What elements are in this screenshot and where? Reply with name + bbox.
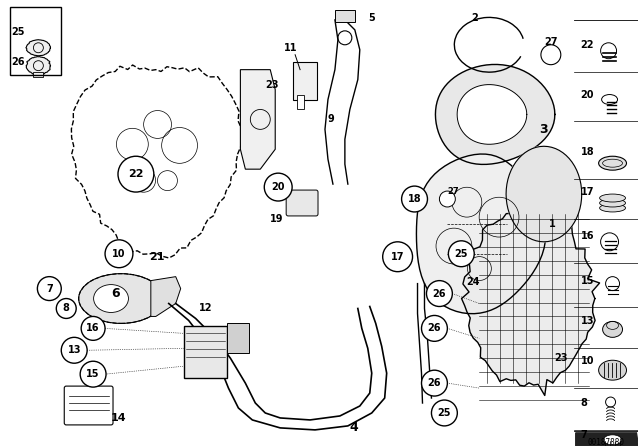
Circle shape [422, 315, 447, 341]
FancyBboxPatch shape [64, 386, 113, 425]
Ellipse shape [79, 274, 163, 323]
Text: 25: 25 [454, 249, 468, 259]
Text: 7: 7 [580, 430, 588, 440]
Text: 18: 18 [408, 194, 421, 204]
Circle shape [80, 361, 106, 387]
Text: 4: 4 [350, 422, 358, 435]
Bar [227, 323, 250, 353]
Text: 11: 11 [284, 43, 298, 53]
Text: 15: 15 [86, 369, 100, 379]
Ellipse shape [600, 194, 625, 202]
Text: 3: 3 [539, 123, 548, 136]
Bar [184, 327, 227, 378]
Polygon shape [26, 40, 51, 56]
Text: 15: 15 [580, 276, 594, 286]
Polygon shape [506, 146, 582, 242]
Bar [10, 7, 61, 75]
Ellipse shape [604, 435, 621, 445]
Text: 17: 17 [580, 187, 594, 197]
Polygon shape [72, 65, 243, 258]
Polygon shape [241, 69, 275, 169]
Text: 23: 23 [554, 353, 567, 363]
Circle shape [426, 280, 452, 306]
Circle shape [422, 370, 447, 396]
Text: 22: 22 [128, 169, 143, 179]
Text: 26: 26 [433, 289, 446, 298]
Ellipse shape [603, 321, 623, 337]
Ellipse shape [598, 360, 627, 380]
Ellipse shape [93, 284, 129, 312]
Circle shape [431, 400, 458, 426]
Text: 21: 21 [149, 252, 164, 262]
Circle shape [37, 277, 61, 301]
Text: 6: 6 [111, 287, 120, 300]
Text: 26: 26 [428, 323, 441, 333]
Text: 9: 9 [328, 114, 335, 125]
Bar [293, 62, 317, 99]
Text: 26: 26 [12, 57, 25, 67]
Text: 20: 20 [271, 182, 285, 192]
FancyBboxPatch shape [286, 190, 318, 216]
Text: 22: 22 [580, 40, 594, 50]
Text: 20: 20 [580, 90, 594, 99]
Polygon shape [26, 56, 51, 75]
Text: 18: 18 [580, 147, 595, 157]
Text: 1: 1 [549, 219, 556, 229]
Polygon shape [461, 204, 600, 396]
Text: 10: 10 [112, 249, 125, 259]
Text: 23: 23 [265, 80, 279, 90]
Ellipse shape [598, 156, 627, 170]
Text: 13: 13 [67, 345, 81, 355]
Text: 8: 8 [63, 303, 70, 314]
Circle shape [81, 316, 105, 340]
Text: 16: 16 [86, 323, 100, 333]
Text: 12: 12 [199, 303, 212, 314]
Text: 10: 10 [580, 356, 594, 366]
Polygon shape [576, 433, 639, 446]
Ellipse shape [600, 434, 625, 448]
Text: 14: 14 [111, 413, 127, 423]
Circle shape [383, 242, 413, 271]
Circle shape [118, 156, 154, 192]
Circle shape [56, 298, 76, 319]
Circle shape [264, 173, 292, 201]
Circle shape [105, 240, 133, 268]
Circle shape [440, 191, 455, 207]
Ellipse shape [600, 199, 625, 207]
Polygon shape [457, 85, 527, 144]
Text: 24: 24 [467, 276, 480, 287]
Text: 27: 27 [544, 37, 557, 47]
Ellipse shape [600, 204, 625, 212]
Circle shape [401, 186, 428, 212]
Polygon shape [417, 154, 546, 314]
Bar [335, 10, 355, 22]
Text: 2: 2 [471, 13, 478, 23]
Text: 5: 5 [368, 13, 374, 23]
Text: 25: 25 [12, 27, 25, 37]
Circle shape [449, 241, 474, 267]
Text: 19: 19 [270, 214, 284, 224]
Text: 16: 16 [580, 231, 594, 241]
Bar [33, 72, 44, 77]
Text: 17: 17 [391, 252, 404, 262]
Text: 13: 13 [580, 316, 594, 327]
Circle shape [61, 337, 87, 363]
Polygon shape [435, 65, 555, 164]
Text: 25: 25 [438, 408, 451, 418]
Text: 8: 8 [580, 398, 588, 408]
Text: 27: 27 [447, 186, 459, 196]
Polygon shape [151, 277, 180, 316]
Bar [297, 95, 304, 109]
Text: 00187880: 00187880 [587, 438, 624, 447]
Text: 26: 26 [428, 378, 441, 388]
Text: 7: 7 [46, 284, 52, 293]
